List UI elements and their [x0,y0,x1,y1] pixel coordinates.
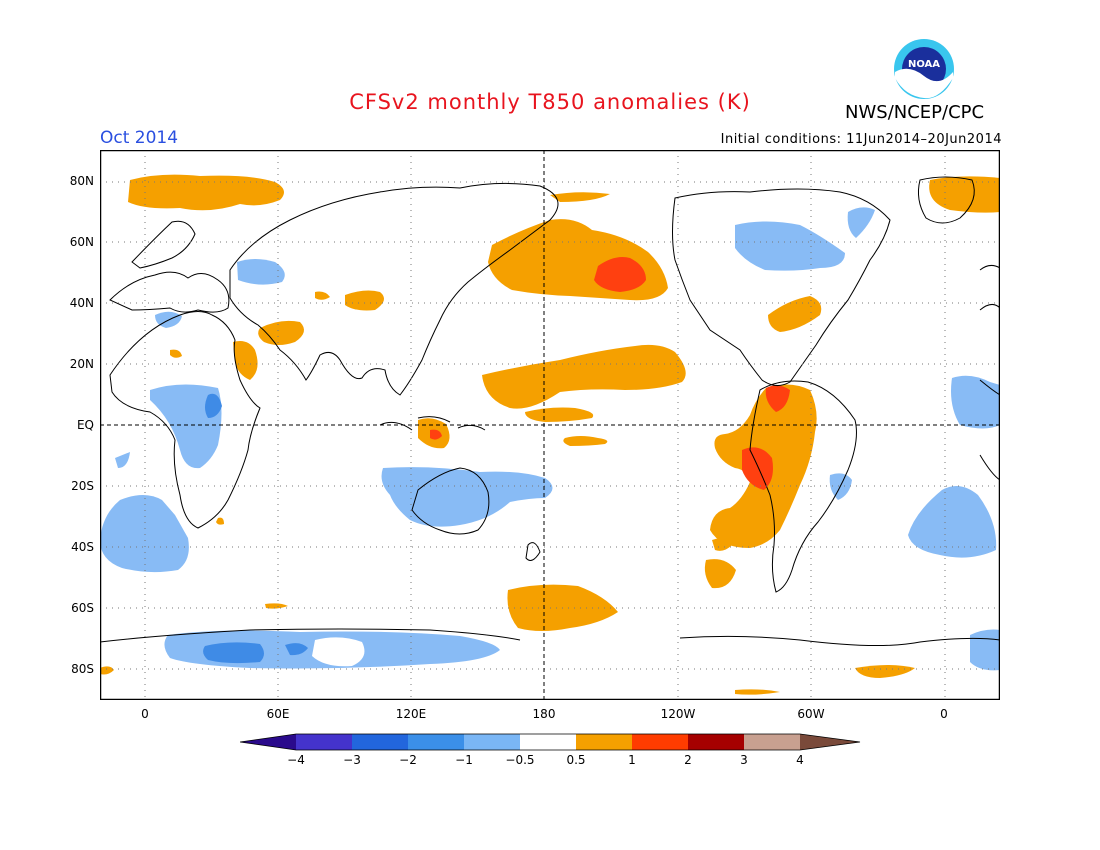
lat-label: 40S [71,540,94,554]
lon-label: 60W [797,707,825,721]
lon-label: 120E [395,707,427,721]
lon-label: 0 [141,707,149,721]
coastlines [100,176,1000,647]
lat-label: EQ [76,418,94,432]
colorbar-label: 2 [684,753,692,767]
colorbar-segment [520,734,576,750]
neutral-pockets [312,637,365,667]
initial-conditions: Initial conditions: 11Jun2014–20Jun2014 [720,132,1002,147]
lon-label: 180 [532,707,556,721]
lon-label: 0 [940,707,948,721]
map-title: CFSv2 monthly T850 anomalies (K) [349,90,751,114]
colorbar-segment [240,734,296,750]
lat-label: 60S [71,601,94,615]
lat-label: 80S [71,662,94,676]
colorbar-segment [744,734,800,750]
colorbar-label: −3 [343,753,361,767]
colorbar-segment [296,734,352,750]
colorbar-segment [800,734,860,750]
noaa-logo: NOAA [894,39,954,99]
colorbar-segment [464,734,520,750]
graticule [100,150,1000,700]
lat-label: 20N [69,357,94,371]
map-frame [100,150,1000,700]
colorbar-label: −4 [287,753,305,767]
lat-label: 80N [69,174,94,188]
colorbar-segment [632,734,688,750]
negative-anomaly-regions [100,207,1000,671]
colorbar-segment [352,734,408,750]
lat-label: 40N [69,296,94,310]
colorbar-label: 4 [796,753,804,767]
colorbar-label: −2 [399,753,417,767]
colorbar [240,733,861,751]
colorbar-label: 0.5 [566,753,586,767]
positive-anomaly-cores [430,257,790,490]
colorbar-segment [408,734,464,750]
lat-label: 60N [69,235,94,249]
noaa-logo-text: NOAA [908,59,940,70]
forecast-month: Oct 2014 [100,128,179,148]
reference-lines [100,150,1000,700]
lat-label: 20S [71,479,94,493]
colorbar-label: −0.5 [505,753,535,767]
colorbar-label: −1 [455,753,473,767]
colorbar-segment [576,734,632,750]
colorbar-label: 1 [628,753,636,767]
lon-label: 120W [660,707,696,721]
anomaly-map [100,150,1000,700]
agency-label: NWS/NCEP/CPC [845,102,985,123]
lon-label: 60E [266,707,290,721]
negative-anomaly-cores [203,393,308,664]
colorbar-label: 3 [740,753,748,767]
colorbar-segment [688,734,744,750]
